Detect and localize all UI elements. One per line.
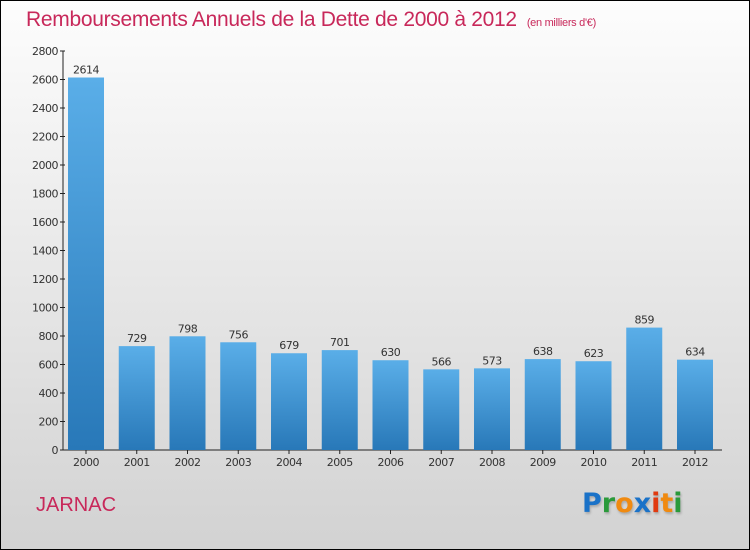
bar-2006 — [372, 360, 409, 450]
x-tick-label: 2007 — [428, 456, 454, 469]
data-label-2009: 638 — [533, 345, 553, 358]
proxiti-logo: Proxiti — [582, 488, 683, 519]
y-tick-label: 600 — [39, 359, 59, 372]
bar-2000 — [68, 77, 104, 450]
bar-2012 — [677, 359, 713, 450]
data-label-2004: 679 — [279, 339, 299, 352]
data-label-2010: 623 — [584, 347, 604, 360]
data-label-2012: 634 — [685, 346, 705, 359]
y-tick-label: 1400 — [32, 245, 58, 258]
x-tick-label: 2009 — [530, 456, 556, 469]
x-tick-label: 2011 — [631, 456, 657, 469]
data-label-2008: 573 — [482, 354, 502, 367]
data-label-2007: 566 — [432, 355, 452, 368]
y-tick-label: 1600 — [32, 216, 58, 229]
x-tick-label: 2005 — [327, 456, 353, 469]
data-label-2006: 630 — [381, 346, 401, 359]
bar-2002 — [169, 336, 206, 450]
bar-2005 — [321, 350, 358, 450]
x-tick-label: 2001 — [124, 456, 150, 469]
x-tick-label: 2006 — [378, 456, 404, 469]
y-tick-label: 2600 — [32, 74, 58, 87]
x-tick-label: 2012 — [682, 456, 708, 469]
y-tick-label: 2000 — [32, 159, 58, 172]
y-tick-label: 1000 — [32, 302, 58, 315]
title-text: Remboursements Annuels de la Dette de 20… — [26, 8, 517, 31]
bar-2008 — [474, 368, 510, 450]
bar-2009 — [524, 359, 561, 450]
y-tick-label: 0 — [52, 444, 59, 457]
bar-2001 — [118, 346, 155, 450]
x-tick-label: 2010 — [581, 456, 607, 469]
data-label-2003: 756 — [229, 328, 249, 341]
x-tick-label: 2002 — [175, 456, 201, 469]
y-tick-label: 2400 — [32, 102, 58, 115]
y-tick-label: 800 — [39, 330, 59, 343]
x-tick-label: 2003 — [225, 456, 251, 469]
y-tick-label: 400 — [39, 387, 59, 400]
y-tick-label: 200 — [39, 416, 59, 429]
bar-2003 — [220, 342, 257, 450]
bar-2007 — [423, 369, 460, 450]
data-label-2001: 729 — [127, 332, 147, 345]
x-tick-label: 2000 — [73, 456, 99, 469]
data-label-2011: 859 — [635, 314, 655, 327]
x-tick-label: 2004 — [276, 456, 302, 469]
y-tick-label: 2200 — [32, 131, 58, 144]
data-label-2002: 798 — [178, 322, 198, 335]
data-label-2005: 701 — [330, 336, 350, 349]
bar-2004 — [271, 353, 307, 450]
unit-label: (en milliers d'€) — [526, 17, 596, 29]
bar-2011 — [626, 327, 663, 450]
x-tick-label: 2008 — [479, 456, 505, 469]
chart-title: Remboursements Annuels de la Dette de 20… — [26, 8, 596, 32]
y-tick-label: 1200 — [32, 273, 58, 286]
data-label-2000: 2614 — [73, 64, 99, 77]
y-tick-label: 1800 — [32, 188, 58, 201]
y-tick-label: 2800 — [32, 45, 58, 58]
city-name: JARNAC — [36, 494, 117, 516]
bar-2010 — [575, 361, 612, 450]
